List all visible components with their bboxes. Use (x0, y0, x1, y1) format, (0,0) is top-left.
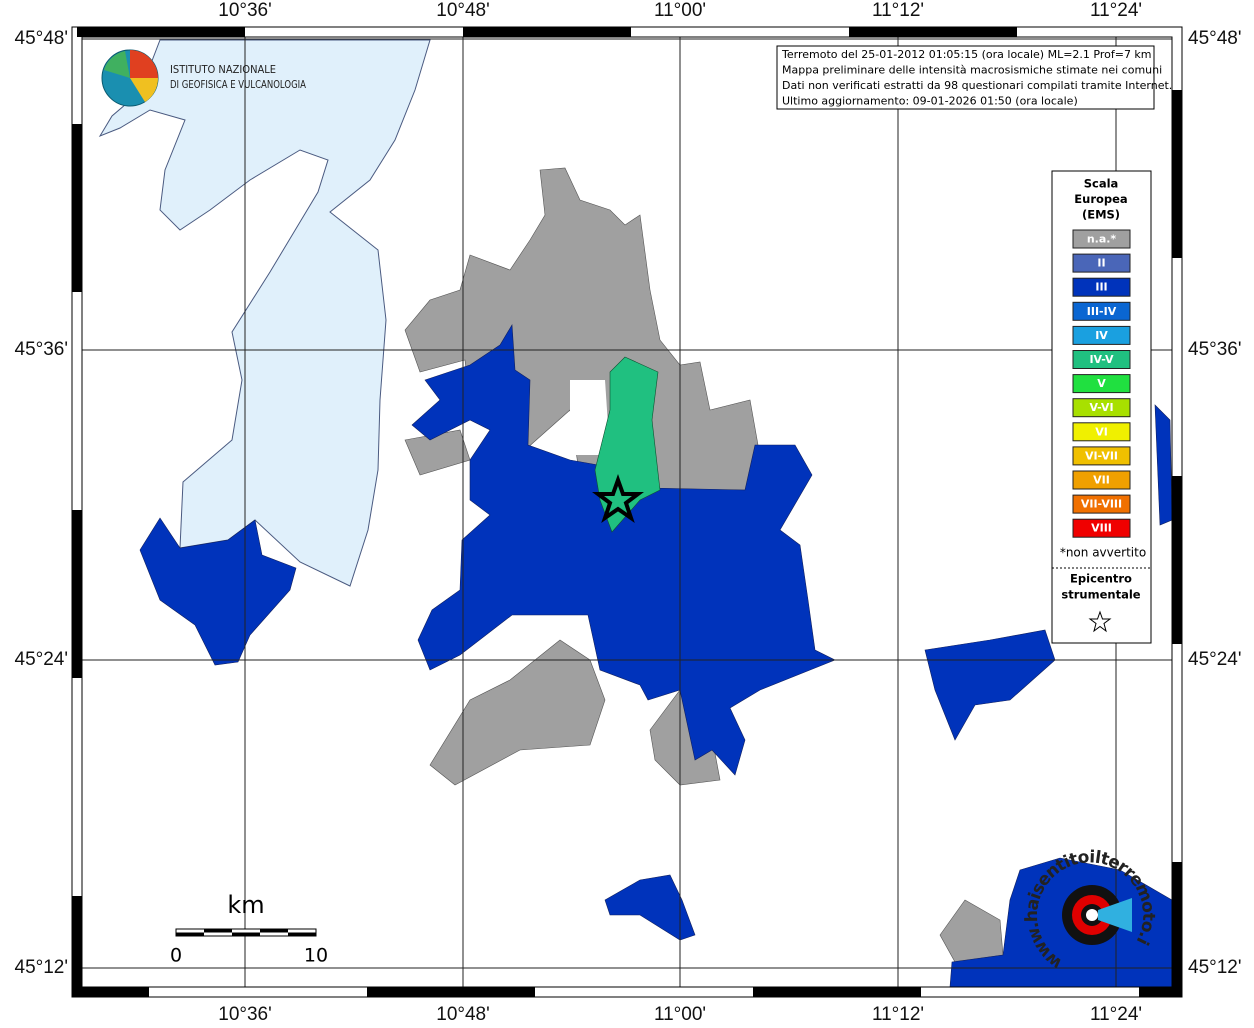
legend-swatch (1072, 325, 1131, 345)
scale-end: 10 (304, 945, 328, 967)
legend-label: VI (1095, 425, 1108, 438)
legend: ScalaEuropea(EMS)n.a.*IIIIIIII-IVIVIV-VV… (1052, 177, 1151, 633)
lat-label: 45°48' (15, 28, 69, 49)
legend-swatch (1072, 446, 1131, 466)
legend-note: *non avvertito (1060, 546, 1146, 560)
legend-label: V (1097, 377, 1106, 390)
info-line: Mappa preliminare delle intensità macros… (782, 64, 1162, 77)
legend-label: VIII (1091, 522, 1112, 535)
legend-title: Europea (1074, 192, 1127, 206)
logo-segment (130, 50, 158, 78)
legend-swatch (1072, 494, 1131, 514)
legend-label: III-IV (1087, 305, 1117, 318)
watermark-horn (1098, 898, 1132, 932)
legend-swatch (1072, 277, 1131, 297)
legend-label: VI-VII (1085, 449, 1118, 462)
legend-epicenter: Epicentro (1070, 572, 1132, 586)
logo-text: ISTITUTO NAZIONALE (170, 63, 276, 76)
legend-label: IV (1095, 329, 1108, 342)
legend-label: IV-V (1089, 353, 1114, 366)
lon-label: 11°12' (872, 0, 924, 21)
scale-bar: km 0 10 (170, 891, 328, 967)
legend-label: V-VI (1089, 401, 1113, 414)
lon-label: 10°36' (218, 1004, 272, 1024)
logo-segment (130, 78, 159, 102)
lat-label: 45°48' (1188, 28, 1242, 49)
scale-unit: km (227, 891, 264, 919)
legend-label: III (1095, 281, 1107, 294)
scale-segment (204, 929, 232, 933)
legend-swatch (1072, 253, 1131, 273)
lat-label: 45°12' (1188, 957, 1242, 978)
lon-label: 10°48' (436, 1004, 490, 1024)
frame (71, 26, 1183, 998)
logo: ISTITUTO NAZIONALE DI GEOFISICA E VULCAN… (101, 49, 306, 107)
legend-swatch (1072, 398, 1131, 418)
lat-label: 45°36' (1188, 339, 1242, 360)
legend-title: Scala (1084, 177, 1119, 191)
graticule (82, 37, 1172, 987)
gray-area (939, 899, 1004, 963)
lon-label: 11°12' (872, 1004, 924, 1024)
scale-segment (232, 932, 260, 936)
legend-swatch (1072, 301, 1131, 321)
lon-label: 10°48' (436, 0, 490, 21)
green-area (594, 356, 661, 533)
legend-epicenter: strumentale (1061, 588, 1140, 602)
scale-segment (288, 932, 316, 936)
info-line: Terremoto del 25-01-2012 01:05:15 (ora l… (781, 48, 1152, 61)
legend-title: (EMS) (1082, 208, 1120, 222)
legend-label: n.a.* (1087, 233, 1117, 246)
blue-area (924, 629, 1056, 741)
gray-area (429, 639, 606, 786)
legend-swatch (1072, 350, 1131, 369)
scale-segment (176, 932, 204, 936)
info-line: Ultimo aggiornamento: 09-01-2026 01:50 (… (782, 95, 1078, 108)
info-text: Terremoto del 25-01-2012 01:05:15 (ora l… (781, 48, 1172, 108)
axis-labels: 10°36' 10°36' 10°48' 10°48' 11°00' 11°00' 11°1… (15, 0, 1242, 1025)
watermark-target (1086, 909, 1098, 921)
white-area (570, 380, 610, 455)
logo-segment (104, 51, 130, 78)
legend-swatch (1072, 470, 1131, 490)
legend-label: VII (1093, 474, 1110, 487)
lat-label: 45°36' (15, 339, 69, 360)
blue-area (604, 874, 696, 941)
lat-label: 45°24' (1188, 649, 1242, 670)
lake (98, 39, 431, 587)
legend-swatch (1072, 229, 1131, 249)
lon-label: 10°36' (218, 0, 272, 21)
blue-area (139, 517, 297, 666)
logo-text: DI GEOFISICA E VULCANOLOGIA (170, 78, 306, 91)
legend-label: VII-VIII (1081, 498, 1122, 511)
lon-label: 11°00' (654, 1004, 706, 1024)
lon-label: 11°00' (654, 0, 706, 21)
legend-swatch (1072, 518, 1131, 538)
lat-label: 45°12' (15, 957, 69, 978)
lon-label: 11°24' (1090, 1004, 1142, 1024)
lon-label: 11°24' (1090, 0, 1142, 21)
scale-start: 0 (170, 945, 182, 967)
lat-label: 45°24' (15, 649, 69, 670)
legend-swatch (1072, 374, 1131, 394)
legend-star (1088, 610, 1112, 633)
epicenter-star (592, 474, 644, 524)
legend-swatch (1072, 422, 1131, 442)
info-line: Dati non verificati estratti da 98 quest… (782, 79, 1172, 92)
blue-area (411, 324, 836, 776)
info-box (776, 45, 1155, 110)
scale-segment (260, 929, 288, 933)
legend-label: II (1097, 257, 1105, 270)
